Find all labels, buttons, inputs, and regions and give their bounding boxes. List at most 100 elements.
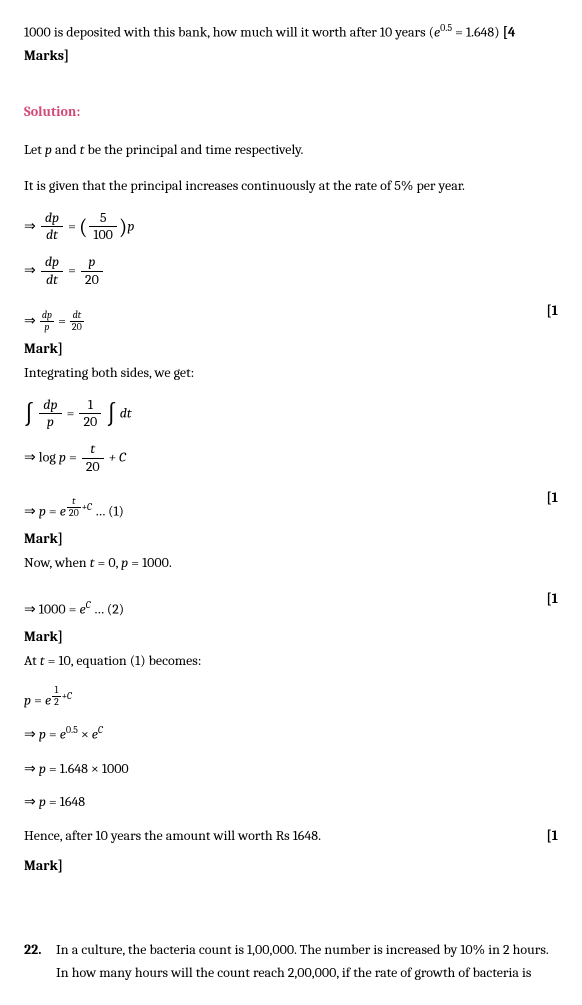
t: At [24,652,40,669]
q22-number: 22. [24,938,48,986]
t: and [52,141,80,158]
t: = 1000. [128,554,172,571]
eq-10: ⇒ p = 1.648 × 1000 [24,757,558,781]
eq-2: ⇒ dpdt = p20 [24,254,558,289]
const-c: + C [109,449,126,466]
num: 1 [52,685,61,697]
t: be the principal and time respectively. [84,141,303,158]
mark-1-word: Mark] [24,337,558,361]
den: p [39,414,61,431]
den: 20 [79,414,101,431]
c: +C [62,690,72,702]
eq-5: ⇒ log p = t20 + C [24,441,558,476]
t: = 10, equation (1) becomes: [45,652,202,669]
line-at: At t = 10, equation (1) becomes: [24,649,558,673]
eq: = [68,217,79,234]
e: e [60,502,66,519]
arrow: ⇒ [24,262,39,279]
dt: dt [120,404,132,421]
exp-sup: 0.5 [440,22,452,34]
den: 20 [70,322,84,333]
solution-heading: Solution: [24,100,558,124]
num: t [82,441,104,459]
arrow: ⇒ [24,726,39,743]
c: +C [82,501,92,513]
mark-2-word: Mark] [24,527,558,551]
times: × [78,726,92,743]
mark-1-right: [1 [546,299,558,323]
eq-9: ⇒ p = e0.5 × eC [24,722,558,746]
mark-2-right: [1 [546,486,558,510]
eq: = [69,449,80,466]
var-p: p [127,217,134,234]
sup-c: C [98,724,103,736]
var-p: p [59,449,66,466]
arrow: ⇒ [24,217,39,234]
arrow: ⇒ [24,760,39,777]
eq-11: ⇒ p = 1648 [24,790,558,814]
num: dp [39,397,61,415]
val: = 1648 [46,793,85,810]
num: 5 [89,210,117,228]
question-intro-text: 1000 is deposited with this bank, how mu… [24,24,434,41]
val: = 1.648 × 1000 [46,760,129,777]
arrow: ⇒ log [24,449,59,466]
conclusion: Hence, after 10 years the amount will wo… [24,824,546,848]
arrow: ⇒ [24,312,39,329]
t: Let [24,141,45,158]
exp-val: = 1.648) [452,24,503,41]
den: 20 [67,508,81,519]
den: p [40,322,54,333]
integral-icon: ∫ [24,402,34,426]
var-p: p [39,502,46,519]
eq-3: ⇒ dpp = dt20 [24,309,546,333]
mark-4-word: Mark] [24,854,558,878]
q22-text: In a culture, the bacteria count is 1,00… [56,938,558,986]
eq: = [46,726,60,743]
den: dt [41,227,63,244]
line-integrating: Integrating both sides, we get: [24,361,558,385]
t: = 0, [94,554,121,571]
eq-4: ∫ dpp = 120 ∫ dt [24,397,558,432]
line-now: Now, when t = 0, p = 1000. [24,551,558,575]
integral-icon: ∫ [106,402,116,426]
mark-3-right: [1 [546,587,558,611]
num: p [81,254,103,272]
line-given: It is given that the principal increases… [24,174,558,198]
var-p: p [39,726,46,743]
eq-7: ⇒ 1000 = eC … (2) [24,597,546,621]
sup: 0.5 [66,724,78,736]
t: Now, when [24,554,90,571]
den: dt [41,272,63,289]
mark-3-word: Mark] [24,625,558,649]
eq: = [46,502,60,519]
eq: = [31,691,45,708]
den: 2 [52,697,61,708]
eq-8: p = e12+C [24,685,558,712]
num: dp [41,210,63,228]
eq-1: ⇒ dpdt = (5100)p [24,210,558,245]
eq: = [67,404,78,421]
lparen: ( [79,216,87,238]
eq: = [68,262,79,279]
den: 100 [89,227,117,244]
den: 20 [82,459,104,476]
eq-6: ⇒ p = et20+C … (1) [24,496,546,523]
num: 1 [79,397,101,415]
arrow: ⇒ 1000 = [24,600,80,617]
var-p: p [39,760,46,777]
question-22: 22. In a culture, the bacteria count is … [24,938,558,986]
line-let: Let p and t be the principal and time re… [24,138,558,162]
dots: … (2) [91,600,125,617]
arrow: ⇒ [24,502,39,519]
var-p: p [24,691,31,708]
arrow: ⇒ [24,793,39,810]
den: 20 [81,272,103,289]
eq: = [58,312,69,329]
eq-6-row: ⇒ p = et20+C … (1) [1 [24,486,558,533]
mark-4-right: [1 [546,824,558,848]
dots: … (1) [92,502,124,519]
var-p: p [39,793,46,810]
var-p: p [45,141,52,158]
question-fragment: 1000 is deposited with this bank, how mu… [24,20,558,68]
